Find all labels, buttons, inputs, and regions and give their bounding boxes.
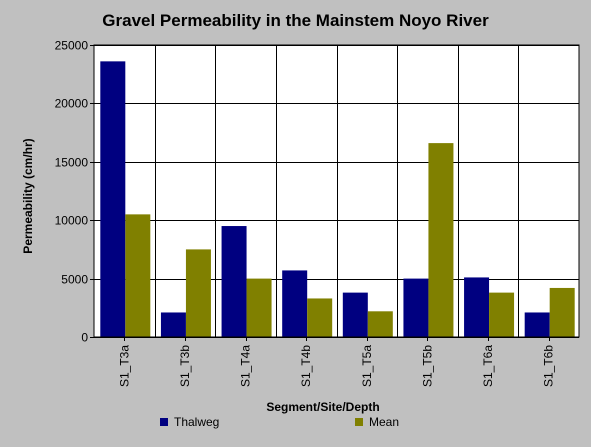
x-axis-ticks: S1_T3a S1_T3b S1_T4a S1_T4b S1_T5a S1_T5b S1_T… — [117, 337, 556, 387]
bar-mean-s1_t5a — [367, 311, 393, 337]
bar-thalweg-s1_t5b — [403, 278, 429, 337]
x-tick-label: S1_T3a — [117, 345, 131, 387]
bar-thalweg-s1_t4b — [282, 270, 308, 337]
chart-title: Gravel Permeability in the Mainstem Noyo… — [102, 11, 489, 30]
bar-thalweg-s1_t5a — [342, 292, 368, 337]
x-tick-label: S1_T6a — [481, 345, 495, 387]
bar-thalweg-s1_t3a — [100, 61, 126, 338]
y-axis-ticks: 0 5000 10000 15000 20000 25000 — [55, 39, 94, 345]
bar-mean-s1_t5b — [428, 143, 454, 337]
y-tick-label: 5000 — [61, 273, 88, 287]
y-tick-label: 20000 — [55, 97, 89, 111]
legend-swatch-thalweg — [160, 418, 168, 426]
y-tick-label: 10000 — [55, 214, 89, 228]
bar-mean-s1_t3b — [185, 249, 211, 337]
legend-swatch-mean — [355, 418, 363, 426]
bar-mean-s1_t4a — [246, 278, 272, 337]
bars — [100, 61, 575, 338]
x-tick-label: S1_T6b — [542, 345, 556, 387]
x-tick-label: S1_T4b — [299, 345, 313, 387]
x-axis-label: Segment/Site/Depth — [266, 400, 380, 414]
bar-mean-s1_t6a — [489, 292, 515, 337]
bar-mean-s1_t3a — [125, 214, 151, 337]
x-tick-label: S1_T3b — [178, 345, 192, 387]
plot-area — [94, 45, 579, 337]
y-tick-label: 25000 — [55, 39, 89, 53]
y-axis-label: Permeability (cm/hr) — [21, 138, 35, 254]
bar-thalweg-s1_t6b — [524, 312, 550, 337]
bar-mean-s1_t4b — [307, 298, 333, 337]
legend-label-mean: Mean — [369, 415, 400, 429]
bar-thalweg-s1_t4a — [221, 226, 247, 337]
x-tick-label: S1_T5a — [360, 345, 374, 387]
x-tick-label: S1_T5b — [420, 345, 434, 387]
bar-mean-s1_t6b — [549, 287, 575, 337]
plot-border — [93, 44, 580, 338]
y-tick-label: 15000 — [55, 156, 89, 170]
x-tick-label: S1_T4a — [239, 345, 253, 387]
legend-label-thalweg: Thalweg — [174, 415, 220, 429]
bar-thalweg-s1_t6a — [464, 277, 490, 337]
bar-thalweg-s1_t3b — [160, 312, 186, 337]
y-tick-label: 0 — [81, 331, 88, 345]
